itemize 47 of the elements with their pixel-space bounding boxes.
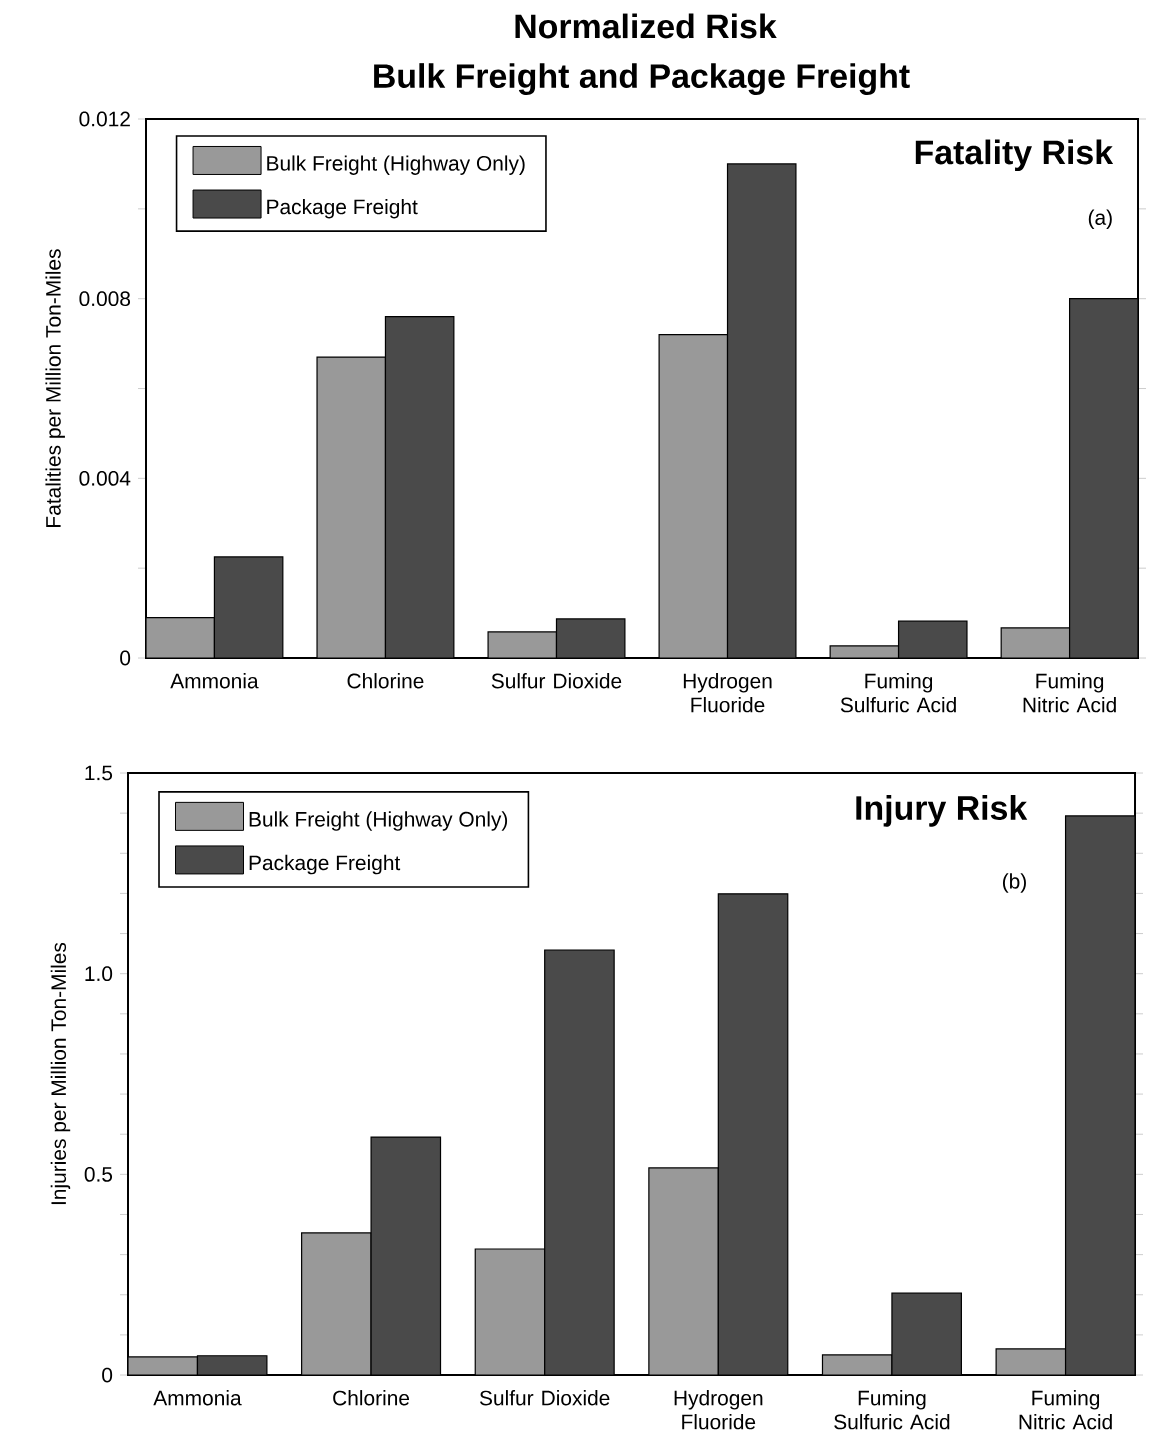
bar — [1068, 298, 1138, 659]
bar — [146, 617, 215, 659]
y-tick-label: 0.008 — [79, 291, 131, 307]
x-tick-label: Fuming Sulfuric Acid — [834, 1390, 950, 1430]
annotation: (a) — [1088, 209, 1112, 230]
bar — [556, 618, 625, 659]
legend-label: Package Freight — [249, 854, 401, 875]
y-tick-label: 1.5 — [85, 765, 113, 781]
x-tick-label: Ammonia — [170, 673, 259, 689]
x-tick-label: Hydrogen Fluoride — [674, 1390, 763, 1430]
x-tick-label: Chlorine — [333, 1390, 410, 1406]
bar — [474, 1248, 546, 1376]
y-axis-title: Fatalities per Million Ton-Miles — [45, 249, 65, 527]
bar — [1000, 627, 1071, 659]
bar — [995, 1348, 1067, 1376]
x-tick-label: Ammonia — [153, 1390, 242, 1406]
x-tick-label: Fuming Nitric Acid — [1019, 1390, 1112, 1430]
annotation: (b) — [1002, 873, 1026, 893]
y-axis-title: Injuries per Million Ton-Miles — [50, 942, 71, 1205]
x-tick-label: Sulfur Dioxide — [479, 1390, 610, 1406]
bar — [727, 163, 796, 659]
bar — [385, 316, 454, 659]
bar — [488, 631, 557, 659]
bar — [317, 357, 386, 659]
y-tick-label: 0 — [120, 650, 131, 666]
bar — [214, 556, 283, 659]
y-tick-label: 1.0 — [85, 966, 113, 982]
y-tick-label: 0.5 — [84, 1166, 113, 1182]
annotation: Fatality Risk — [915, 139, 1114, 172]
legend-label: Package Freight — [267, 198, 418, 219]
x-tick-label: Chlorine — [347, 673, 424, 689]
y-tick-label: 0.004 — [79, 470, 131, 486]
bar — [659, 334, 728, 659]
bar — [301, 1232, 372, 1376]
legend-label: Bulk Freight (Highway Only) — [249, 811, 508, 831]
y-tick-label: 0 — [102, 1367, 113, 1383]
annotation: Injury Risk — [856, 795, 1028, 827]
x-tick-label: Fuming Nitric Acid — [1023, 673, 1116, 713]
x-tick-label: Fuming Sulfuric Acid — [840, 673, 956, 713]
legend-label: Bulk Freight (Highway Only) — [267, 155, 525, 175]
chart-title: Normalized Risk — [515, 13, 777, 39]
bar — [648, 1167, 719, 1376]
bar — [898, 621, 967, 659]
x-tick-label: Sulfur Dioxide — [491, 673, 622, 689]
chart-subtitle: Bulk Freight and Package Freight — [374, 63, 910, 95]
x-tick-label: Hydrogen Fluoride — [683, 673, 772, 713]
y-tick-label: 0.012 — [79, 111, 130, 127]
